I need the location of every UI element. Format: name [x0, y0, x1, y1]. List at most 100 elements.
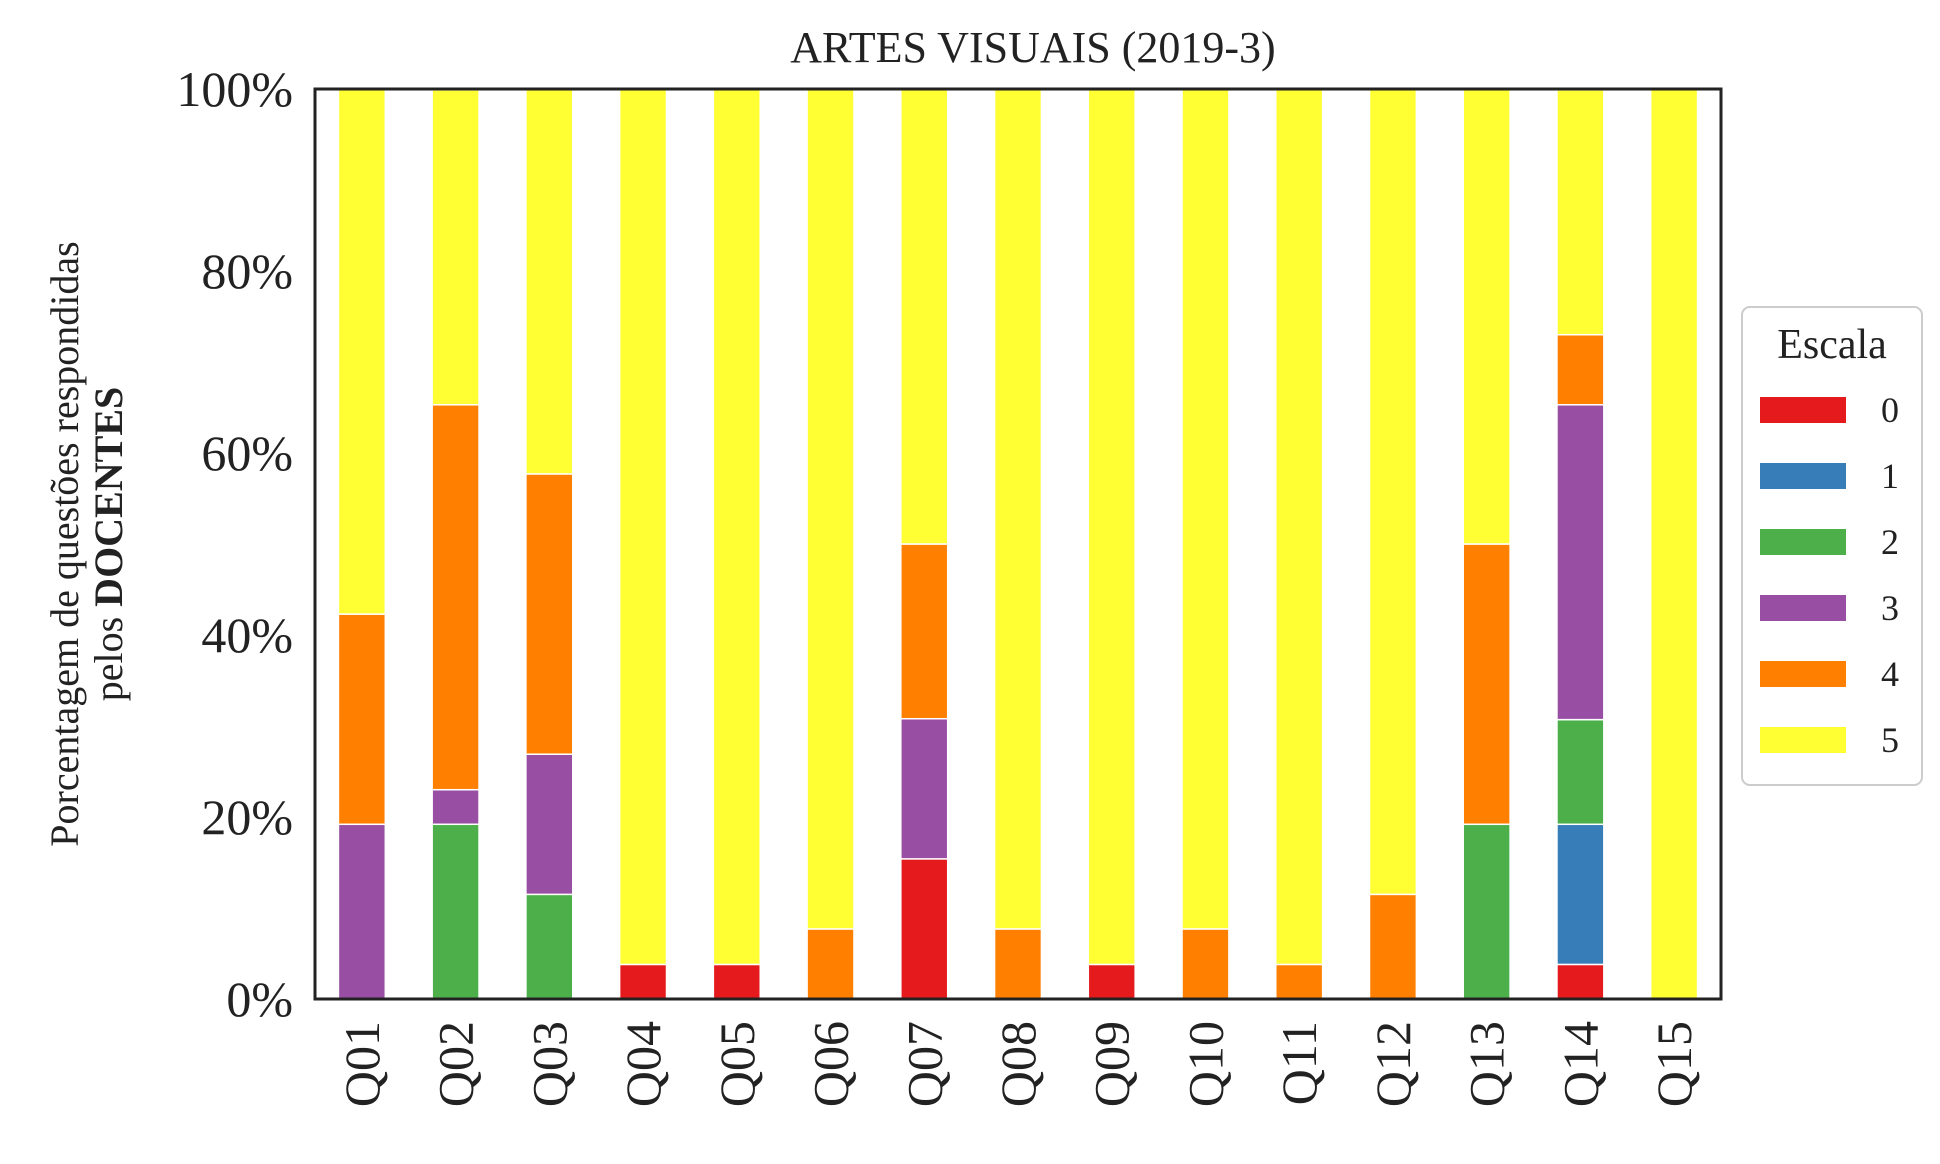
x-tick-label: Q06 — [803, 1021, 859, 1107]
y-axis-label-bold: DOCENTES — [86, 387, 131, 607]
x-tick-label: Q10 — [1177, 1021, 1233, 1107]
bar-segment-q14-escala-0 — [1556, 963, 1605, 1000]
legend-swatch-escala-1 — [1760, 463, 1846, 489]
bar-segment-q06-escala-4 — [806, 928, 855, 1000]
x-tick: Q01 — [334, 1021, 390, 1107]
legend-label-escala-4: 4 — [1881, 654, 1899, 694]
bar-segment-q03-escala-5 — [525, 88, 574, 475]
x-axis: Q01 Q02 Q03 Q04 Q05 Q06 Q07 Q08 Q09 Q10 Q11 Q12 Q13 Q… — [334, 1021, 1702, 1107]
x-tick-label: Q13 — [1459, 1021, 1515, 1107]
y-tick-label: 60% — [201, 425, 293, 481]
bar-segment-q14-escala-1 — [1556, 823, 1605, 966]
x-tick-label: Q12 — [1365, 1021, 1421, 1107]
x-tick: Q11 — [1271, 1021, 1327, 1105]
x-tick-label: Q04 — [615, 1021, 671, 1107]
legend-swatch-escala-4 — [1760, 661, 1846, 687]
x-tick-label: Q15 — [1646, 1021, 1702, 1107]
legend-label-escala-5: 5 — [1881, 720, 1899, 760]
bar-segment-q05-escala-5 — [712, 88, 761, 966]
y-tick-label: 40% — [201, 607, 293, 663]
bar-segment-q08-escala-5 — [993, 88, 1043, 930]
legend-swatch-escala-2 — [1760, 529, 1846, 555]
bar-segment-q13-escala-5 — [1462, 88, 1511, 545]
bar-segment-q14-escala-4 — [1556, 333, 1605, 406]
x-tick: Q03 — [521, 1021, 577, 1107]
bar-segment-q12-escala-5 — [1368, 88, 1418, 896]
x-tick-label: Q09 — [1084, 1021, 1140, 1107]
bar-segment-q01-escala-5 — [337, 88, 387, 615]
bar-segment-q15-escala-5 — [1649, 88, 1699, 1000]
bar-segment-q03-escala-2 — [525, 893, 574, 1000]
x-tick: Q14 — [1552, 1021, 1608, 1107]
bar-segment-q09-escala-0 — [1087, 963, 1136, 1000]
x-tick-label: Q08 — [990, 1021, 1046, 1107]
x-tick: Q12 — [1365, 1021, 1421, 1107]
legend-label-escala-3: 3 — [1881, 588, 1899, 628]
bar-segment-q09-escala-5 — [1087, 88, 1136, 966]
x-tick: Q06 — [803, 1021, 859, 1107]
y-tick-label: 100% — [176, 61, 293, 117]
bar-segment-q13-escala-4 — [1462, 543, 1511, 826]
bar-segment-q14-escala-5 — [1556, 89, 1605, 336]
legend-swatch-escala-0 — [1760, 397, 1846, 423]
bar-segment-q07-escala-5 — [900, 88, 949, 545]
legend-label-escala-0: 0 — [1881, 390, 1899, 430]
bar-segment-q04-escala-0 — [618, 963, 668, 1000]
legend-title: Escala — [1777, 322, 1887, 368]
y-axis-label-prefix: pelos — [86, 607, 131, 701]
bars-group — [337, 88, 1699, 1000]
chart-title: ARTES VISUAIS (2019-3) — [790, 23, 1275, 72]
bar-segment-q10-escala-4 — [1181, 928, 1230, 1000]
x-tick: Q10 — [1177, 1021, 1233, 1107]
legend-swatch-escala-3 — [1760, 595, 1846, 621]
bar-segment-q06-escala-5 — [806, 88, 855, 930]
bar-segment-q02-escala-4 — [431, 404, 480, 791]
bar-segment-q07-escala-4 — [900, 543, 949, 720]
bar-segment-q01-escala-4 — [337, 613, 387, 826]
x-tick: Q02 — [428, 1021, 484, 1107]
y-tick-label: 80% — [201, 243, 293, 299]
bar-segment-q05-escala-0 — [712, 963, 761, 1000]
bar-segment-q14-escala-2 — [1556, 718, 1605, 826]
x-tick-label: Q03 — [521, 1021, 577, 1107]
bar-segment-q11-escala-5 — [1275, 88, 1324, 966]
legend: Escala 0 1 2 3 4 5 — [1741, 306, 1923, 786]
x-tick-label: Q14 — [1552, 1021, 1608, 1107]
x-tick-label: Q07 — [896, 1021, 952, 1107]
legend-swatch-escala-5 — [1760, 727, 1846, 753]
x-tick-label: Q01 — [334, 1021, 390, 1107]
x-tick: Q05 — [709, 1021, 765, 1107]
y-axis-label: Porcentagem de questões respondidas pelo… — [42, 241, 131, 846]
x-tick-label: Q02 — [428, 1021, 484, 1107]
bar-segment-q14-escala-3 — [1556, 404, 1605, 721]
bar-segment-q12-escala-4 — [1368, 893, 1418, 1000]
y-tick-label: 20% — [201, 789, 293, 845]
bar-segment-q02-escala-3 — [431, 788, 480, 826]
bar-segment-q11-escala-4 — [1275, 963, 1324, 1000]
bar-segment-q02-escala-5 — [431, 89, 480, 406]
y-axis-label-line2: pelos DOCENTES — [86, 387, 131, 702]
bar-segment-q01-escala-3 — [337, 823, 387, 1000]
x-tick: Q04 — [615, 1021, 671, 1107]
bar-segment-q02-escala-2 — [431, 823, 480, 1000]
x-tick-label: Q05 — [709, 1021, 765, 1107]
y-axis: 0% 20% 40% 60% 80% 100% — [176, 61, 293, 1027]
y-tick-label: 0% — [226, 971, 293, 1027]
x-tick: Q09 — [1084, 1021, 1140, 1107]
x-tick: Q08 — [990, 1021, 1046, 1107]
x-tick: Q07 — [896, 1021, 952, 1107]
y-axis-label-line1: Porcentagem de questões respondidas — [42, 241, 87, 846]
legend-label-escala-1: 1 — [1881, 456, 1899, 496]
bar-segment-q10-escala-5 — [1181, 88, 1230, 930]
bar-segment-q04-escala-5 — [618, 88, 668, 966]
bar-segment-q03-escala-4 — [525, 473, 574, 755]
bar-segment-q07-escala-0 — [900, 858, 949, 1000]
bar-segment-q08-escala-4 — [993, 928, 1043, 1000]
legend-label-escala-2: 2 — [1881, 522, 1899, 562]
bar-segment-q07-escala-3 — [900, 717, 949, 860]
x-tick: Q13 — [1459, 1021, 1515, 1107]
legend-items: 0 1 2 3 4 5 — [1760, 390, 1899, 760]
plot-frame — [313, 87, 1723, 1001]
